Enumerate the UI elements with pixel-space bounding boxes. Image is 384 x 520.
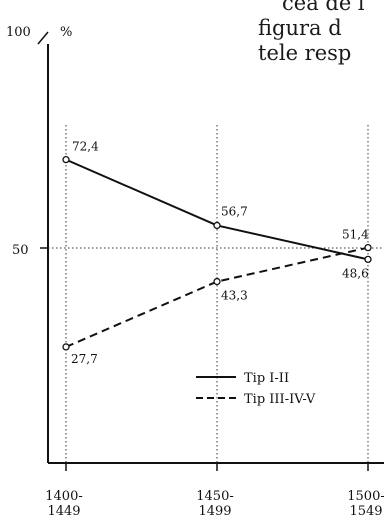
data-value-label: 27,7 <box>71 352 98 366</box>
body-text-line: cea de l <box>282 0 365 15</box>
x-tick-label: 1400-1449 <box>45 489 82 519</box>
y-tick-label-100: 100 <box>6 25 31 40</box>
data-value-label: 56,7 <box>221 204 248 218</box>
x-tick-label: 1450-1499 <box>196 489 233 519</box>
data-point-marker <box>364 255 372 264</box>
y-axis-unit: % <box>60 25 72 40</box>
body-text-line: tele resp <box>258 41 352 65</box>
body-text-fragment: cea de l figura d tele resp <box>258 0 384 66</box>
legend-label-series-1: Tip I-II <box>244 371 289 386</box>
data-point-marker <box>213 221 221 230</box>
x-tick-label: 1500-1549 <box>347 489 384 519</box>
series-line-2 <box>65 246 369 348</box>
data-point-marker <box>62 155 70 164</box>
data-value-label: 51,4 <box>342 228 369 242</box>
data-value-label: 48,6 <box>342 266 369 280</box>
y-tick-label-50: 50 <box>12 243 29 258</box>
data-value-label: 43,3 <box>221 289 248 303</box>
y-tick-100 <box>37 31 49 45</box>
data-point-marker <box>213 277 221 286</box>
body-text-line: figura d <box>258 16 342 40</box>
legend-label-series-2: Tip III-IV-V <box>244 392 316 407</box>
data-value-label: 72,4 <box>72 140 99 154</box>
data-point-marker <box>62 343 70 351</box>
data-point-marker <box>364 243 372 252</box>
